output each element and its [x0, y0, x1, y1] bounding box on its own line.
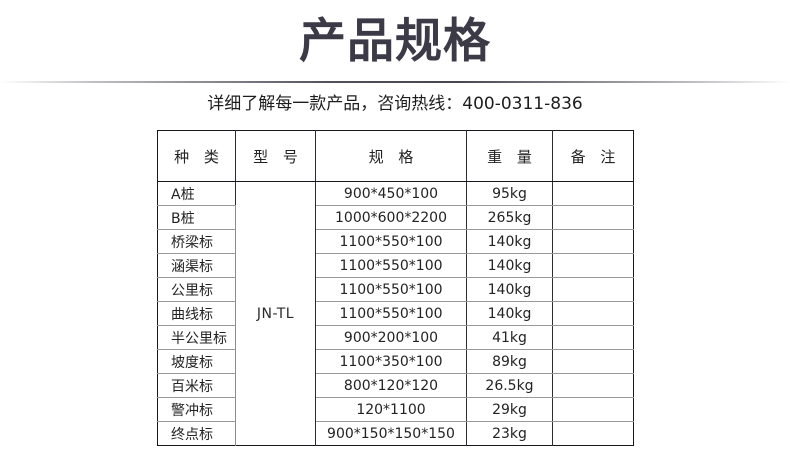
cell-kind: 涵渠标: [157, 253, 236, 278]
cell-kind: 百米标: [157, 373, 236, 398]
cell-spec: 800*120*120: [315, 373, 467, 398]
cell-spec: 1100*550*100: [315, 253, 467, 278]
column-header-note: 备 注: [552, 130, 634, 182]
title-divider: [0, 81, 790, 83]
cell-weight: 29kg: [466, 397, 553, 422]
cell-weight: 95kg: [466, 181, 553, 206]
cell-note: [552, 421, 634, 446]
table-header-row: 种 类 型 号 规 格 重 量 备 注: [157, 130, 634, 182]
cell-spec: 900*150*150*150: [315, 421, 467, 446]
table-header: 种 类 型 号 规 格 重 量 备 注: [157, 130, 634, 182]
cell-note: [552, 373, 634, 398]
column-header-spec: 规 格: [315, 130, 467, 182]
cell-note: [552, 397, 634, 422]
cell-note: [552, 253, 634, 278]
cell-spec: 900*450*100: [315, 181, 467, 206]
table-row: 曲线标 1100*550*100 140kg: [157, 301, 634, 326]
page-header: 产品规格: [0, 0, 790, 84]
table-row: 涵渠标 1100*550*100 140kg: [157, 253, 634, 278]
table-body: A桩 JN-TL 900*450*100 95kg B桩 1000*600*2200 265…: [157, 181, 634, 446]
cell-spec: 1100*550*100: [315, 277, 467, 302]
cell-weight: 140kg: [466, 253, 553, 278]
table-row: 桥梁标 1100*550*100 140kg: [157, 229, 634, 254]
cell-weight: 140kg: [466, 301, 553, 326]
cell-spec: 900*200*100: [315, 325, 467, 350]
cell-spec: 1100*350*100: [315, 349, 467, 374]
table-row: A桩 JN-TL 900*450*100 95kg: [157, 181, 634, 446]
cell-kind: 曲线标: [157, 301, 236, 326]
table-row: 公里标 1100*550*100 140kg: [157, 277, 634, 302]
page-title: 产品规格: [299, 14, 491, 69]
cell-kind: 警冲标: [157, 397, 236, 422]
cell-spec: 1100*550*100: [315, 301, 467, 326]
cell-spec: 1000*600*2200: [315, 205, 467, 230]
specification-table: 种 类 型 号 规 格 重 量 备 注 A桩 JN-TL 900*450*100 95…: [157, 130, 634, 446]
column-header-weight: 重 量: [466, 130, 553, 182]
cell-note: [552, 301, 634, 326]
cell-note: [552, 229, 634, 254]
page-subtitle: 详细了解每一款产品，咨询热线：400-0311-836: [207, 94, 583, 114]
cell-weight: 41kg: [466, 325, 553, 350]
table-row: 终点标 900*150*150*150 23kg: [157, 421, 634, 446]
cell-note: [552, 181, 634, 206]
cell-model: JN-TL: [235, 181, 316, 446]
cell-note: [552, 277, 634, 302]
cell-kind: 公里标: [157, 277, 236, 302]
cell-spec: 1100*550*100: [315, 229, 467, 254]
cell-spec: 120*1100: [315, 397, 467, 422]
table-row: 半公里标 900*200*100 41kg: [157, 325, 634, 350]
cell-weight: 140kg: [466, 277, 553, 302]
cell-weight: 265kg: [466, 205, 553, 230]
specification-table-container: 种 类 型 号 规 格 重 量 备 注 A桩 JN-TL 900*450*100 95…: [157, 130, 634, 446]
cell-kind: 坡度标: [157, 349, 236, 374]
cell-weight: 23kg: [466, 421, 553, 446]
column-header-model: 型 号: [235, 130, 316, 182]
cell-kind: B桩: [157, 205, 236, 230]
table-row: 警冲标 120*1100 29kg: [157, 397, 634, 422]
table-row: 坡度标 1100*350*100 89kg: [157, 349, 634, 374]
cell-kind: 半公里标: [157, 325, 236, 350]
cell-weight: 26.5kg: [466, 373, 553, 398]
cell-note: [552, 325, 634, 350]
cell-kind: 终点标: [157, 421, 236, 446]
cell-kind: 桥梁标: [157, 229, 236, 254]
cell-kind: A桩: [157, 181, 236, 206]
cell-weight: 89kg: [466, 349, 553, 374]
column-header-kind: 种 类: [157, 130, 236, 182]
table-row: 百米标 800*120*120 26.5kg: [157, 373, 634, 398]
cell-weight: 140kg: [466, 229, 553, 254]
cell-note: [552, 349, 634, 374]
table-row: B桩 1000*600*2200 265kg: [157, 205, 634, 230]
cell-note: [552, 205, 634, 230]
